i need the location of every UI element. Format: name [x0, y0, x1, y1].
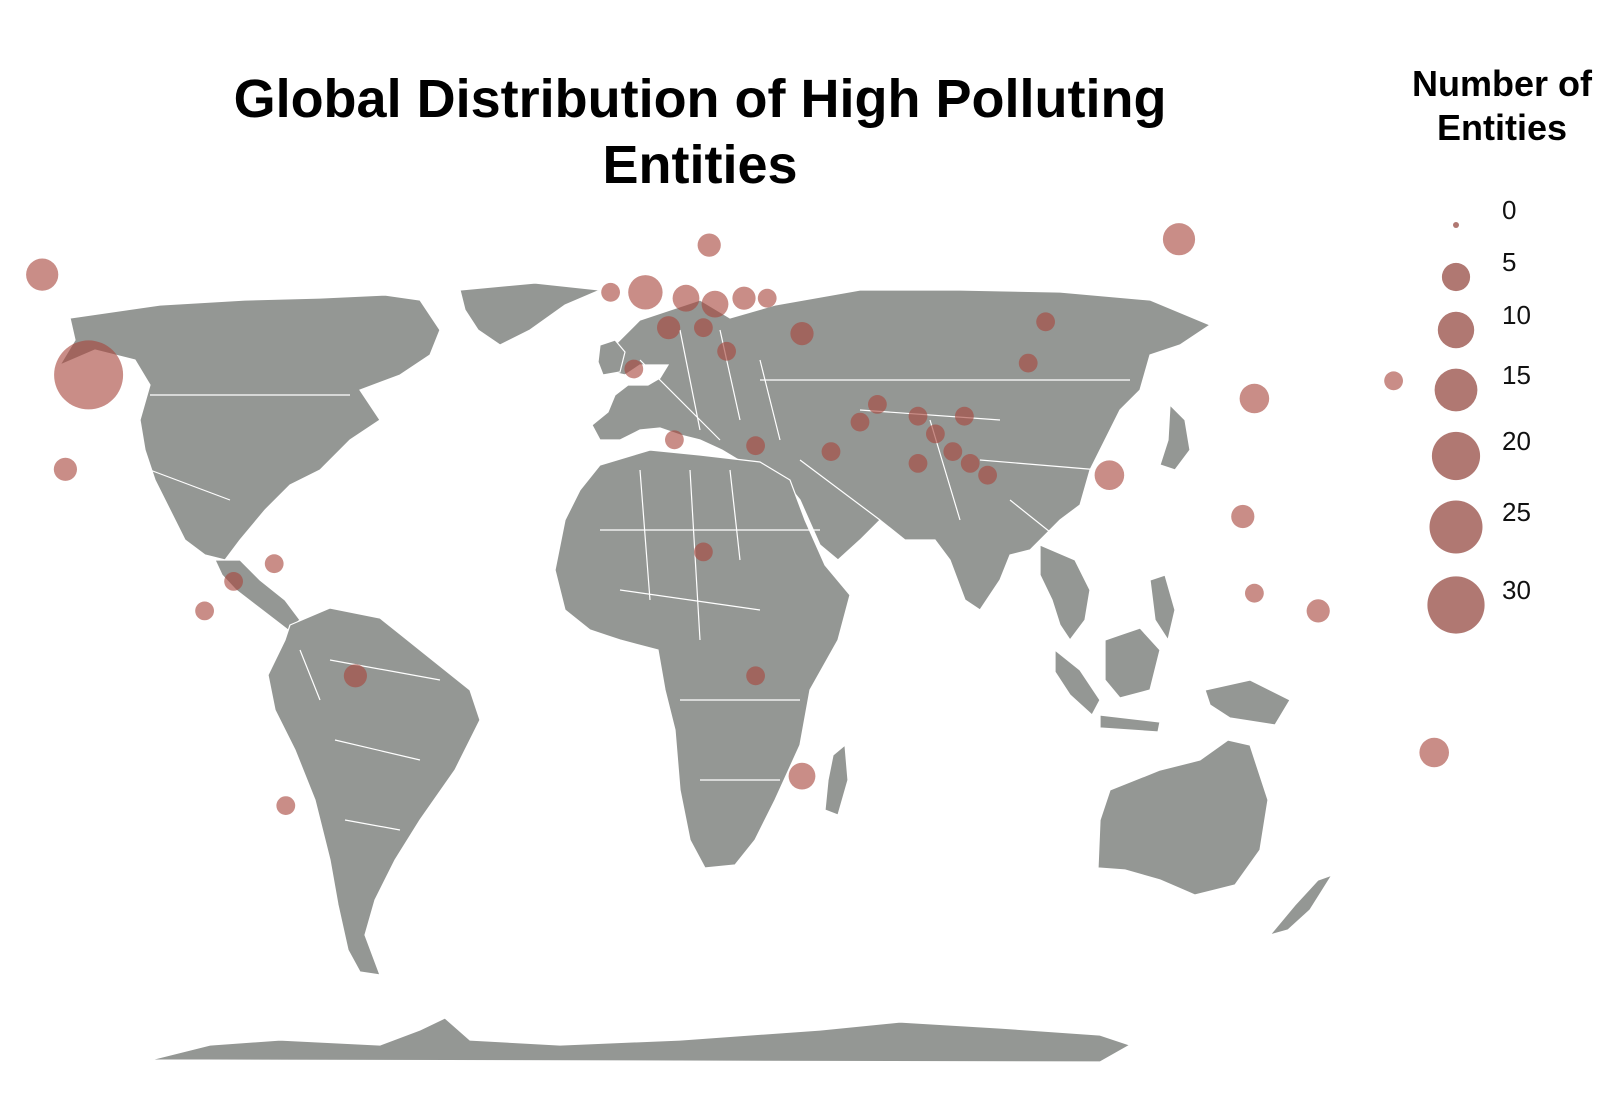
borders-layer — [149, 329, 1130, 831]
land-borneo — [1104, 627, 1161, 699]
entity-bubble-6 — [672, 284, 700, 312]
entity-bubble-41 — [343, 664, 367, 688]
entity-bubble-19 — [1384, 371, 1403, 391]
borders-south-america — [299, 649, 441, 831]
land-antarctica — [149, 1017, 1132, 1063]
legend-bubble-0 — [1453, 222, 1459, 228]
entity-bubble-38 — [694, 542, 713, 562]
bubbles-layer — [26, 223, 1469, 815]
entity-bubble-21 — [1094, 460, 1125, 491]
entity-bubble-22 — [1231, 504, 1255, 529]
borders-asia — [760, 379, 1130, 541]
land-japan — [1159, 403, 1191, 471]
entity-bubble-36 — [746, 436, 765, 456]
legend-title: Number of Entities — [1412, 63, 1592, 148]
legend-label-30: 30 — [1502, 575, 1531, 605]
land-madagascar — [824, 743, 849, 816]
legend-bubble-15 — [1434, 368, 1478, 412]
entity-bubble-14 — [624, 359, 644, 379]
entity-bubble-5 — [697, 233, 721, 257]
legend-bubble-20 — [1431, 431, 1481, 481]
entity-bubble-24 — [1306, 599, 1330, 623]
land-north-america — [58, 294, 441, 561]
entity-bubble-8 — [657, 316, 681, 340]
land-new-zealand — [1268, 873, 1334, 937]
entity-bubble-13 — [717, 341, 736, 361]
entity-bubble-12 — [790, 322, 814, 346]
entity-bubble-25 — [1419, 737, 1449, 768]
entity-bubble-11 — [757, 288, 777, 308]
legend-bubble-10 — [1437, 311, 1475, 349]
entity-bubble-10 — [732, 286, 756, 310]
entity-bubble-35 — [665, 430, 684, 450]
entity-bubble-28 — [908, 406, 928, 426]
entity-bubble-9 — [694, 318, 713, 338]
legend-label-10: 10 — [1502, 300, 1531, 330]
entity-bubble-30 — [926, 424, 945, 444]
land-philippines — [1149, 574, 1176, 642]
entity-bubble-44 — [264, 554, 284, 574]
land-new-guinea — [1204, 679, 1291, 726]
land-eurasia — [591, 289, 1212, 611]
land-java — [1099, 714, 1161, 733]
entity-bubble-3 — [628, 275, 663, 310]
borders-europe — [639, 329, 781, 441]
land-central-america — [214, 559, 301, 631]
entity-bubble-33 — [960, 454, 980, 473]
entity-bubble-7 — [701, 290, 729, 318]
land-sumatra — [1054, 648, 1101, 716]
legend-label-15: 15 — [1502, 360, 1531, 390]
entity-bubble-15 — [1162, 223, 1196, 256]
entity-bubble-16 — [1036, 312, 1055, 332]
entity-bubble-45 — [195, 601, 215, 621]
legend-bubble-30 — [1427, 576, 1485, 634]
land-layer — [58, 282, 1334, 1063]
entity-bubble-1 — [26, 258, 59, 291]
map-title: Global Distribution of High Polluting En… — [233, 69, 1167, 195]
border-us-mexico — [149, 469, 231, 501]
land-greenland — [459, 282, 603, 346]
land-australia — [1097, 739, 1269, 896]
entity-bubble-42 — [276, 796, 296, 815]
entity-bubble-39 — [746, 666, 765, 686]
legend-label-5: 5 — [1502, 247, 1516, 277]
legend-bubble-25 — [1429, 500, 1483, 554]
entity-bubble-18 — [1239, 383, 1270, 414]
land-south-america — [267, 607, 481, 976]
entity-bubble-40 — [788, 762, 816, 790]
entity-bubble-26 — [850, 412, 870, 432]
land-africa — [554, 449, 851, 869]
entity-bubble-32 — [943, 442, 963, 461]
land-british-isles — [597, 339, 626, 376]
legend-label-20: 20 — [1502, 426, 1531, 456]
entity-bubble-43 — [224, 572, 244, 591]
entity-bubble-2 — [53, 457, 77, 481]
legend-label-25: 25 — [1502, 497, 1531, 527]
entity-bubble-0 — [54, 340, 124, 410]
entity-bubble-23 — [1245, 583, 1264, 603]
entity-bubble-4 — [601, 282, 620, 302]
entity-bubble-17 — [1018, 353, 1038, 373]
legend-bubble-5 — [1441, 262, 1471, 292]
entity-bubble-31 — [908, 454, 928, 473]
land-southeast-asia — [1039, 544, 1091, 642]
entity-bubble-34 — [978, 465, 997, 485]
entity-bubble-29 — [955, 406, 974, 426]
legend-label-0: 0 — [1502, 195, 1516, 225]
entity-bubble-27 — [868, 395, 887, 414]
legend: 0 5 10 15 20 25 30 — [1427, 195, 1531, 634]
entity-bubble-37 — [821, 442, 841, 461]
